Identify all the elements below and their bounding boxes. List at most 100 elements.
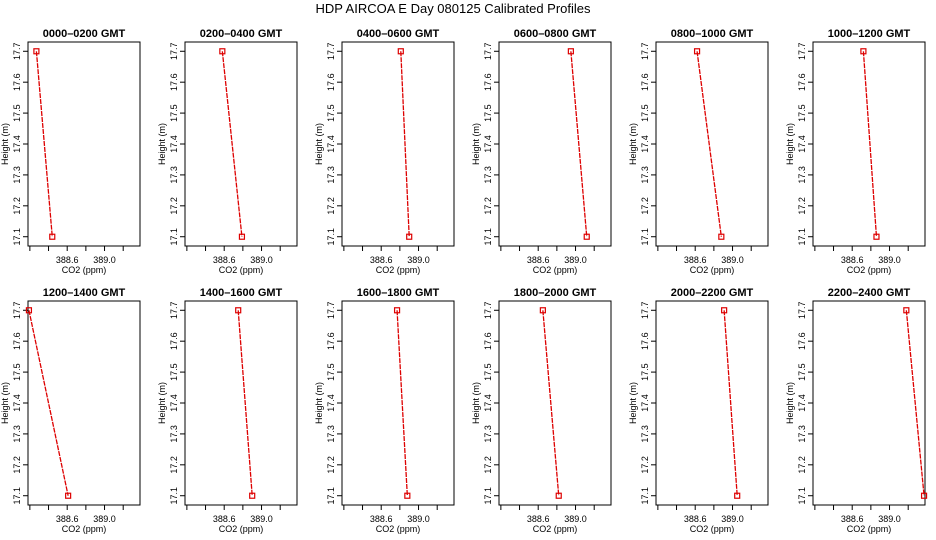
plot-frame xyxy=(498,300,612,506)
figure-title: HDP AIRCOA E Day 080125 Calibrated Profi… xyxy=(315,1,591,16)
y-tick-label: 17.4 xyxy=(326,135,336,153)
data-point xyxy=(903,307,910,314)
y-tick-label: 17.2 xyxy=(326,197,336,215)
x-tick-label: 389.0 xyxy=(878,255,901,265)
y-tick-label: 17.2 xyxy=(797,197,807,215)
profile-panel: 2000–2200 GMT 17.1 17.2 17.3 17.4 17.5 17.6 17.… xyxy=(628,287,769,534)
panel-title: 1800–2000 GMT xyxy=(514,287,597,299)
x-tick-label: 388.6 xyxy=(213,514,236,524)
profile-line xyxy=(28,310,69,496)
profile-panel: 1000–1200 GMT 17.1 17.2 17.3 17.4 17.5 17.6 17.… xyxy=(785,28,926,275)
plot-frame xyxy=(498,41,612,247)
y-tick-label: 17.2 xyxy=(640,197,650,215)
y-tick-label: 17.1 xyxy=(12,487,22,505)
data-point xyxy=(249,492,256,499)
x-tick-label: 389.0 xyxy=(564,255,587,265)
data-point xyxy=(555,492,562,499)
panel-title: 2000–2200 GMT xyxy=(671,287,754,299)
y-tick-label: 17.1 xyxy=(326,228,336,246)
y-tick-label: 17.4 xyxy=(326,394,336,412)
profile-panel: 1600–1800 GMT 17.1 17.2 17.3 17.4 17.5 17.6 17.… xyxy=(314,287,455,534)
x-tick-label: 388.6 xyxy=(213,255,236,265)
y-tick-label: 17.5 xyxy=(797,363,807,381)
x-tick-label: 388.6 xyxy=(841,255,864,265)
panel-title: 2200–2400 GMT xyxy=(828,287,911,299)
y-tick-label: 17.4 xyxy=(640,394,650,412)
x-axis-label: CO2 (ppm) xyxy=(533,524,578,534)
y-axis-label: Height (m) xyxy=(628,382,638,424)
y-tick-label: 17.6 xyxy=(483,332,493,350)
y-tick-label: 17.6 xyxy=(169,73,179,91)
panel-title: 1000–1200 GMT xyxy=(828,28,911,40)
data-point xyxy=(219,48,226,55)
y-tick-label: 17.4 xyxy=(12,135,22,153)
y-tick-label: 17.5 xyxy=(483,363,493,381)
panel-title: 0600–0800 GMT xyxy=(514,28,597,40)
data-point xyxy=(235,307,242,314)
y-tick-label: 17.7 xyxy=(169,302,179,320)
y-tick-label: 17.4 xyxy=(483,394,493,412)
y-tick-label: 17.7 xyxy=(326,43,336,61)
panel-title: 0200–0400 GMT xyxy=(200,28,283,40)
data-point xyxy=(721,307,728,314)
data-point xyxy=(393,307,401,314)
panel-title: 0800–1000 GMT xyxy=(671,28,754,40)
x-axis-label: CO2 (ppm) xyxy=(376,265,421,275)
panel-title: 1400–1600 GMT xyxy=(200,287,283,299)
y-tick-label: 17.3 xyxy=(326,425,336,443)
y-tick-label: 17.3 xyxy=(640,425,650,443)
x-tick-label: 388.6 xyxy=(527,514,550,524)
y-axis-label: Height (m) xyxy=(785,382,795,424)
y-tick-label: 17.4 xyxy=(640,135,650,153)
panel-title: 0400–0600 GMT xyxy=(357,28,440,40)
plot-frame xyxy=(812,41,926,247)
data-point xyxy=(404,492,411,499)
panel-title: 1200–1400 GMT xyxy=(43,287,126,299)
y-tick-label: 17.1 xyxy=(169,228,179,246)
data-point xyxy=(539,307,546,314)
panels-grid: 0000–0200 GMT 17.1 17.2 17.3 17.4 17.5 17.6 17.… xyxy=(0,28,928,534)
plot-frame xyxy=(184,41,298,247)
x-axis-label: CO2 (ppm) xyxy=(847,524,892,534)
y-axis-label: Height (m) xyxy=(0,382,10,424)
y-tick-label: 17.6 xyxy=(326,332,336,350)
data-point xyxy=(406,233,413,240)
data-point xyxy=(65,492,72,499)
profile-panel: 0400–0600 GMT 17.1 17.2 17.3 17.4 17.5 17.6 17.… xyxy=(314,28,455,275)
y-tick-label: 17.1 xyxy=(797,228,807,246)
y-tick-label: 17.3 xyxy=(797,425,807,443)
data-point xyxy=(920,492,928,499)
profile-panel: 2200–2400 GMT 17.1 17.2 17.3 17.4 17.5 17.6 17.… xyxy=(785,287,928,534)
data-point xyxy=(860,48,867,55)
panel-title: 0000–0200 GMT xyxy=(43,28,126,40)
x-tick-label: 388.6 xyxy=(56,514,79,524)
profile-panel: 1200–1400 GMT 17.1 17.2 17.3 17.4 17.5 17.6 17.… xyxy=(0,287,141,534)
y-tick-label: 17.3 xyxy=(797,166,807,184)
plot-frame xyxy=(184,300,298,506)
x-axis-label: CO2 (ppm) xyxy=(62,524,107,534)
x-tick-label: 389.0 xyxy=(721,255,744,265)
y-axis-label: Height (m) xyxy=(0,123,10,165)
data-point xyxy=(397,48,404,55)
profile-line xyxy=(723,310,738,496)
x-tick-label: 389.0 xyxy=(721,514,744,524)
y-tick-label: 17.4 xyxy=(797,394,807,412)
data-point xyxy=(873,233,880,240)
y-axis-label: Height (m) xyxy=(314,382,324,424)
y-tick-label: 17.3 xyxy=(483,166,493,184)
y-tick-label: 17.3 xyxy=(483,425,493,443)
profile-panel: 1800–2000 GMT 17.1 17.2 17.3 17.4 17.5 17.6 17.… xyxy=(471,287,612,534)
x-tick-label: 388.6 xyxy=(684,514,707,524)
y-tick-label: 17.6 xyxy=(326,73,336,91)
y-axis-label: Height (m) xyxy=(785,123,795,165)
x-tick-label: 388.6 xyxy=(370,255,393,265)
data-point xyxy=(238,233,246,240)
x-tick-label: 388.6 xyxy=(527,255,550,265)
y-axis-label: Height (m) xyxy=(314,123,324,165)
profile-line xyxy=(237,310,253,496)
y-tick-label: 17.5 xyxy=(12,104,22,122)
y-tick-label: 17.7 xyxy=(12,302,22,320)
x-axis-label: CO2 (ppm) xyxy=(62,265,107,275)
y-axis-label: Height (m) xyxy=(157,382,167,424)
y-tick-label: 17.5 xyxy=(326,363,336,381)
